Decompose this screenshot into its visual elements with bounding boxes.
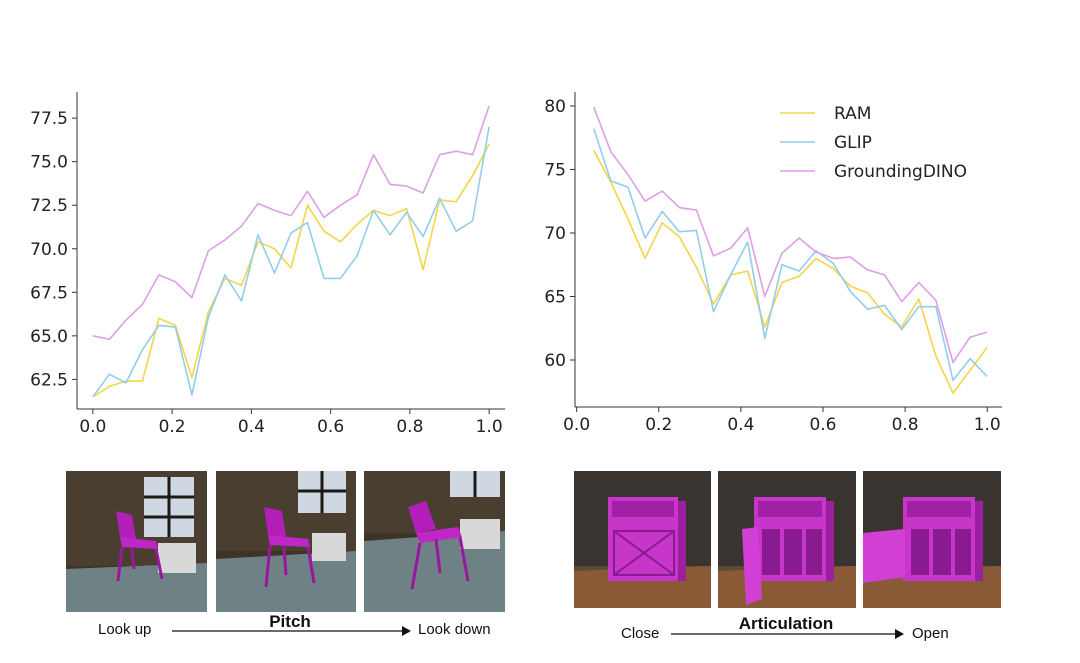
articulation-caption: Close Articulation Open	[621, 614, 949, 642]
y-tick-label: 70	[544, 224, 566, 244]
chair-render-level	[216, 471, 356, 612]
articulation-line-chart: 0.0 0.2 0.4 0.6 0.8 1.0 60 65 70 75 80	[544, 92, 1002, 435]
legend-label-ram: RAM	[834, 104, 871, 124]
x-tick-label: 0.8	[396, 417, 423, 437]
cabinet-render-open	[863, 471, 1001, 608]
y-tick-label: 67.5	[30, 283, 68, 303]
caption-articulation: Articulation	[739, 614, 833, 633]
x-tick-label: 0.4	[238, 417, 265, 437]
pitch-arrow-head	[402, 626, 411, 636]
y-tick-label: 80	[544, 97, 566, 117]
x-tick-label: 0.2	[159, 417, 186, 437]
cabinet-render-closed	[574, 471, 711, 608]
chair-render-look-down	[364, 471, 505, 612]
x-tick-label: 0.6	[809, 415, 836, 435]
caption-pitch: Pitch	[269, 612, 311, 631]
series-line-groundingdino	[593, 106, 988, 364]
series-line-ram	[593, 150, 988, 394]
x-tick-label: 1.0	[974, 415, 1001, 435]
y-tick-label: 77.5	[30, 109, 68, 129]
x-tick-label: 0.0	[563, 415, 590, 435]
y-tick-label: 75	[544, 160, 566, 180]
x-tick-label: 1.0	[476, 417, 503, 437]
pitch-image-strip	[66, 471, 505, 612]
articulation-image-strip	[574, 471, 1001, 608]
chair-render-look-up	[66, 471, 207, 612]
x-tick-label: 0.4	[727, 415, 754, 435]
y-tick-label: 60	[544, 351, 566, 371]
series-line-groundingdino	[92, 105, 490, 341]
x-tick-label: 0.2	[645, 415, 672, 435]
legend: RAM GLIP GroundingDINO	[780, 104, 967, 182]
series-line-ram	[92, 143, 490, 398]
y-tick-label: 62.5	[30, 370, 68, 390]
series-line-glip	[593, 128, 988, 382]
caption-open: Open	[912, 625, 949, 642]
legend-label-groundingdino: GroundingDINO	[834, 162, 967, 182]
y-tick-label: 65	[544, 287, 566, 307]
pitch-caption: Look up Pitch Look down	[98, 612, 491, 638]
y-tick-label: 65.0	[30, 327, 68, 347]
y-tick-label: 72.5	[30, 196, 68, 216]
caption-look-up: Look up	[98, 621, 151, 638]
x-tick-label: 0.8	[892, 415, 919, 435]
articulation-arrow-head	[895, 629, 904, 639]
y-tick-label: 75.0	[30, 153, 68, 173]
caption-look-down: Look down	[418, 621, 491, 638]
series-line-glip	[92, 126, 490, 398]
cabinet-render-half-open	[718, 471, 856, 608]
legend-label-glip: GLIP	[834, 133, 872, 153]
y-tick-label: 70.0	[30, 240, 68, 260]
x-tick-label: 0.6	[317, 417, 344, 437]
pitch-line-chart: 0.0 0.2 0.4 0.6 0.8 1.0 62.5 65.0 67.5 70.0 72.5 75…	[30, 92, 505, 437]
caption-close: Close	[621, 625, 659, 642]
x-tick-label: 0.0	[79, 417, 106, 437]
